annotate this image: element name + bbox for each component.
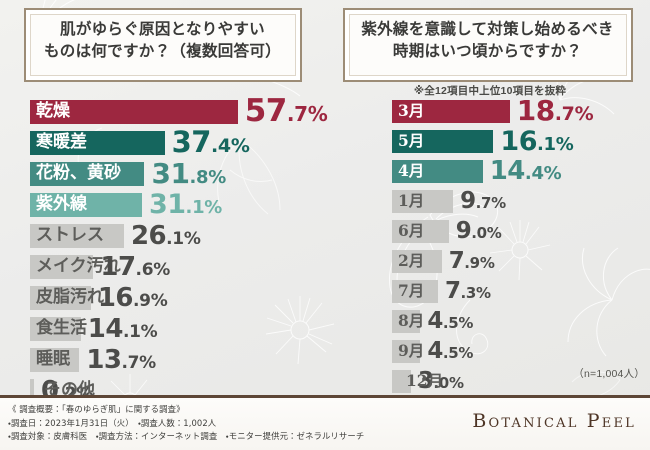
bar-row: 6月 9.0%: [392, 216, 650, 246]
survey-meta-line-3: ・調査対象：皮膚科医 ・調査方法：インターネット調査 ・モニター提供元：ゼネラル…: [8, 431, 365, 442]
bar: 紫外線: [30, 192, 142, 217]
bar: 皮脂汚れ: [30, 285, 104, 310]
bar-row: 8月 4.5%: [392, 306, 650, 336]
title-row: 肌がゆらぐ原因となりやすい ものは何ですか？（複数回答可） 紫外線を意識して対策…: [0, 8, 650, 82]
bar-value-label: 31.1%: [148, 189, 223, 220]
bar-row: メイク汚れ 17.6%: [30, 251, 370, 282]
bar-category-label: その他: [44, 380, 95, 400]
bar-category-label: メイク汚れ: [36, 256, 121, 276]
bar-row: 7月 7.3%: [392, 276, 650, 306]
left-title-line-2: ものは何ですか？（複数回答可）: [43, 41, 281, 60]
bar: 9月: [392, 339, 424, 363]
left-title-wrap: 肌がゆらぐ原因となりやすい ものは何ですか？（複数回答可）: [0, 8, 325, 82]
excerpt-note: ※全12項目中上位10項目を抜粋: [413, 85, 567, 97]
bar-value-label: 3.0%: [417, 367, 464, 394]
right-title-wrap: 紫外線を意識して対策し始めるべき 時期はいつ頃からですか？: [325, 8, 650, 82]
bar: 7月: [392, 279, 438, 303]
bar: 寒暖差: [30, 130, 165, 155]
bar-category-label: 1月: [398, 191, 425, 211]
left-question-title: 肌がゆらぐ原因となりやすい ものは何ですか？（複数回答可）: [23, 8, 302, 82]
bar-value-label: 37.4%: [171, 125, 250, 159]
bar-category-label: 7月: [398, 281, 425, 301]
bar-value-label: 4.5%: [427, 307, 474, 334]
bar: 8月: [392, 309, 424, 333]
bar: 4月: [392, 159, 483, 183]
bar-value-label: 9.0%: [455, 217, 502, 244]
bar-value-label: 16.9%: [97, 282, 168, 313]
bar-row: 9月 4.5%: [392, 336, 650, 366]
bar: メイク汚れ: [30, 254, 121, 279]
bar-value-label: 13.7%: [86, 344, 156, 375]
bar-row: 2月 7.9%: [392, 246, 650, 276]
bar-category-label: 花粉、黄砂: [36, 163, 121, 183]
bar-category-label: 4月: [398, 161, 425, 181]
bar-category-label: 8月: [398, 311, 425, 331]
bar-value-label: 9.7%: [460, 187, 506, 214]
bar-value-label: 14.1%: [87, 313, 158, 344]
bar-row: 食生活 14.1%: [30, 313, 370, 344]
bar-row: 5月 16.1%: [392, 126, 650, 156]
bar: 5月: [392, 129, 494, 153]
right-bar-chart: 3月 18.7% 5月 16.1% 4月 14.4% 1月 9.7% 6月 9.0% 2月 7.9% 7…: [380, 96, 650, 396]
bar-category-label: 9月: [398, 341, 425, 361]
bar: 12月: [392, 369, 443, 393]
bar-category-label: ストレス: [36, 225, 104, 245]
survey-meta-line-1: 《 調査概要：「春のゆらぎ肌」に関する調査》: [8, 404, 185, 414]
left-bar-chart: 乾燥 57.7% 寒暖差 37.4% 花粉、黄砂 31.8% 紫外線 31.1% ストレス 26.…: [0, 96, 370, 406]
bar-row: 紫外線 31.1%: [30, 189, 370, 220]
bar-value-label: 14.4%: [489, 156, 562, 186]
bar-row: 1月 9.7%: [392, 186, 650, 216]
bar-row: 12月 3.0%: [392, 366, 650, 396]
bar-category-label: 皮脂汚れ: [36, 287, 104, 307]
bar-value-label: 16.1%: [500, 125, 574, 157]
right-title-line-1: 紫外線を意識して対策し始めるべき: [361, 19, 614, 38]
bar-category-label: 食生活: [36, 318, 87, 338]
bar-row: 皮脂汚れ 16.9%: [30, 282, 370, 313]
right-title-line-2: 時期はいつ頃からですか？: [392, 41, 583, 60]
bar-value-label: 7.9%: [448, 247, 495, 274]
bar-value-label: 18.7%: [516, 94, 594, 127]
bar-row: 花粉、黄砂 31.8%: [30, 158, 370, 189]
right-question-title: 紫外線を意識して対策し始めるべき 時期はいつ頃からですか？: [342, 8, 633, 82]
bar-category-label: 2月: [398, 251, 425, 271]
bar: 3月: [392, 99, 510, 123]
bar-row: 寒暖差 37.4%: [30, 127, 370, 158]
bar: ストレス: [30, 223, 124, 248]
bar-category-label: 3月: [398, 101, 425, 121]
bar-value-label: 57.7%: [244, 93, 328, 129]
bar-category-label: 5月: [398, 131, 425, 151]
sample-size-label: （n=1,004人）: [573, 368, 645, 380]
bar: 6月: [392, 219, 449, 243]
bar-category-label: 睡眠: [36, 349, 70, 369]
survey-meta: 《 調査概要：「春のゆらぎ肌」に関する調査》 ・調査日：2023年1月31日（火…: [8, 403, 364, 444]
bar-value-label: 4.5%: [427, 337, 474, 364]
bar-category-label: 12月: [406, 371, 444, 391]
bar-category-label: 紫外線: [36, 194, 87, 214]
bar: 2月: [392, 249, 442, 273]
footer-divider: [0, 395, 650, 398]
bar-row: 4月 14.4%: [392, 156, 650, 186]
brand-logo: Botanical Peel: [472, 410, 636, 432]
bar-category-label: 乾燥: [36, 101, 70, 121]
bar: 乾燥: [30, 99, 238, 124]
bar: 食生活: [30, 316, 87, 341]
bar: 1月: [392, 189, 454, 213]
bar: 花粉、黄砂: [30, 161, 145, 186]
survey-meta-line-2: ・調査日：2023年1月31日（火） ・調査人数：1,002人: [8, 417, 217, 428]
bar-row: 3月 18.7%: [392, 96, 650, 126]
bar-category-label: 6月: [398, 221, 425, 241]
bar-row: 乾燥 57.7%: [30, 96, 370, 127]
bar-value-label: 26.1%: [130, 220, 201, 251]
left-title-line-1: 肌がゆらぐ原因となりやすい: [60, 19, 265, 38]
bar-row: ストレス 26.1%: [30, 220, 370, 251]
bar-value-label: 31.8%: [151, 156, 226, 190]
bar-category-label: 寒暖差: [36, 132, 87, 152]
bar-value-label: 17.6%: [100, 251, 170, 282]
bar-row: 睡眠 13.7%: [30, 344, 370, 375]
footer: 《 調査概要：「春のゆらぎ肌」に関する調査》 ・調査日：2023年1月31日（火…: [0, 398, 650, 450]
bar: 睡眠: [30, 347, 80, 372]
bar-value-label: 7.3%: [444, 277, 491, 304]
bar: その他: [30, 378, 95, 403]
